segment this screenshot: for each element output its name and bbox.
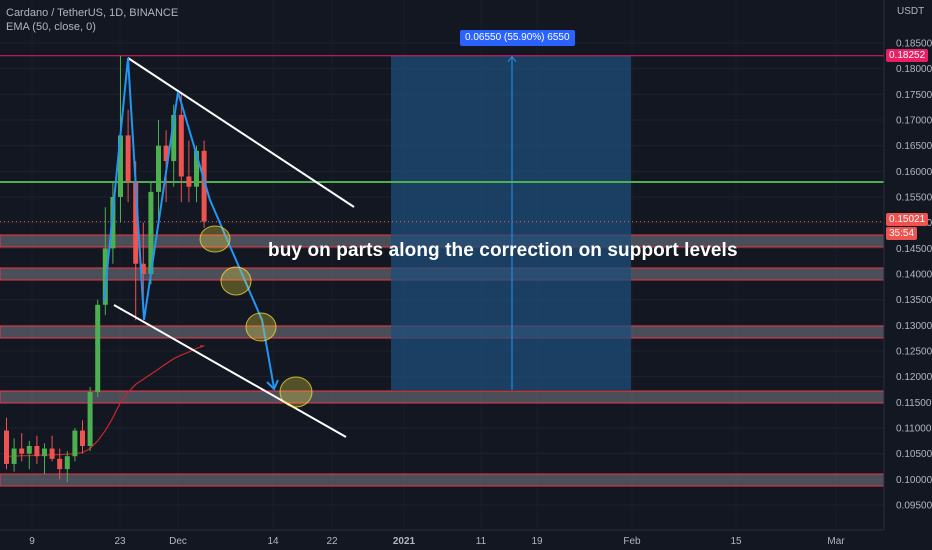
y-tick-label: 0.12500: [896, 347, 932, 358]
candle-body: [171, 114, 177, 162]
support-zone: [0, 390, 885, 404]
y-tick-label: 0.11000: [896, 424, 932, 435]
y-tick-label: 0.16500: [896, 141, 932, 152]
candle-body: [95, 304, 101, 393]
candle-body: [110, 197, 116, 249]
current-price-badge: 0.15021: [886, 213, 929, 226]
buy-zone-circle: [199, 225, 231, 253]
candle-body: [4, 430, 9, 464]
buy-zone-circle: [245, 312, 277, 342]
support-zone: [0, 473, 885, 487]
annotation-text: buy on parts along the correction on sup…: [268, 240, 738, 261]
y-tick-label: 0.18500: [896, 39, 932, 50]
candle-body: [87, 392, 93, 446]
candle-body: [125, 135, 131, 182]
y-tick-label: 0.18000: [896, 64, 932, 75]
chart-legend: Cardano / TetherUS, 1D, BINANCE EMA (50,…: [6, 6, 178, 34]
candle-body: [34, 445, 40, 457]
axis-unit-label: USDT: [897, 6, 925, 17]
candle-body: [11, 448, 17, 464]
y-tick-label: 0.10500: [896, 449, 932, 460]
candle-body: [194, 150, 199, 187]
buy-zone-circle: [279, 376, 313, 408]
candle-body: [80, 430, 85, 446]
horizontal-levels: [0, 55, 884, 223]
time-axis: 9 23 Dec 14 22 2021 11 19 Feb 15 Mar: [0, 529, 884, 547]
candle-body: [118, 135, 123, 197]
ema-50-line: [6, 345, 205, 457]
y-tick-label: 0.10000: [896, 475, 932, 486]
candles: [4, 55, 207, 482]
x-tick-label: 2021: [393, 536, 416, 547]
countdown-badge: 35:54: [886, 227, 918, 240]
x-tick-label: 9: [29, 536, 35, 547]
x-tick-label: 14: [267, 536, 279, 547]
path-arrowhead: [266, 379, 279, 391]
y-tick-label: 0.13000: [896, 321, 932, 332]
indicator-label: EMA (50, close, 0): [6, 21, 96, 33]
candle-body: [57, 458, 63, 470]
candle-body: [201, 150, 207, 222]
target-price-badge: 0.18252: [886, 49, 929, 62]
candle-body: [163, 145, 169, 162]
y-tick-label: 0.17000: [896, 116, 932, 127]
measure-label: 0.06550 (55.90%) 6550: [460, 30, 575, 46]
buy-zone-circle: [220, 266, 252, 296]
candle-body: [140, 263, 146, 274]
drawings: [103, 57, 355, 438]
candle-body: [49, 448, 55, 459]
projected-path: [103, 57, 275, 389]
y-tick-label: 0.12000: [896, 372, 932, 383]
x-tick-label: 22: [326, 536, 338, 547]
candle-body: [64, 456, 70, 470]
candle-body: [102, 248, 108, 305]
candle-body: [72, 430, 78, 457]
x-tick-label: Feb: [623, 536, 641, 547]
y-tick-label: 0.14500: [896, 244, 932, 255]
measure-box: [391, 55, 631, 391]
measure-rect: [391, 55, 631, 391]
y-tick-label: 0.17500: [896, 90, 932, 101]
x-tick-label: Dec: [169, 536, 187, 547]
measure-arrowhead: [507, 55, 517, 63]
lower-trendline: [113, 304, 347, 438]
price-axis: 0.18500 0.18000 0.17500 0.17000 0.16500 0.160…: [883, 0, 932, 530]
y-tick-label: 0.11500: [896, 398, 932, 409]
x-tick-label: 19: [531, 536, 543, 547]
x-tick-label: 15: [730, 536, 742, 547]
y-tick-label: 0.16000: [896, 167, 932, 178]
symbol-title: Cardano / TetherUS, 1D, BINANCE: [6, 7, 179, 19]
upper-trendline: [127, 57, 355, 208]
candle-body: [178, 114, 184, 177]
y-tick-label: 0.15500: [896, 193, 932, 204]
y-tick-label: 0.09500: [896, 501, 932, 512]
y-tick-label: 0.14000: [896, 270, 932, 281]
candle-body: [42, 448, 47, 457]
x-tick-label: 11: [476, 536, 487, 547]
x-tick-label: Mar: [827, 536, 845, 547]
candle-body: [156, 145, 161, 192]
candle-body: [19, 448, 25, 454]
candle-body: [26, 445, 32, 454]
x-tick-label: 23: [114, 536, 126, 547]
candle-body: [148, 191, 154, 274]
ema-line: [6, 345, 205, 457]
candle-body: [133, 181, 139, 264]
y-tick-label: 0.13500: [896, 295, 932, 306]
candle-body: [186, 176, 192, 187]
